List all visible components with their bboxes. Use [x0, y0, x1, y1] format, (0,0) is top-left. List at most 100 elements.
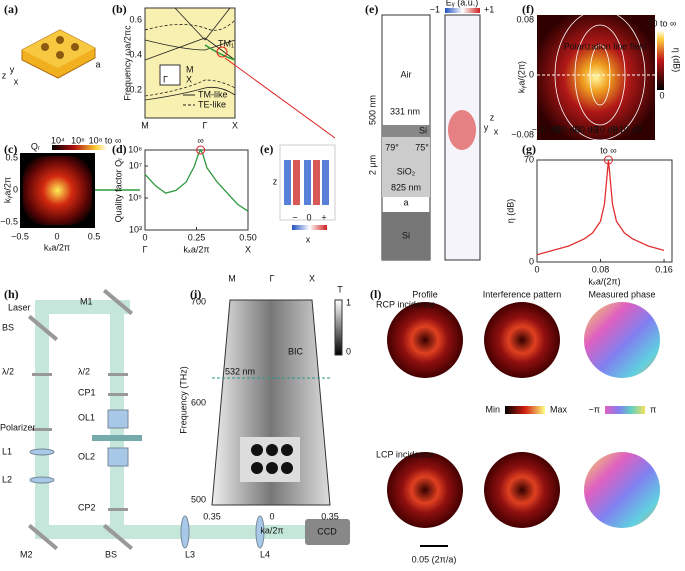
label: kₓa/2π: [44, 242, 70, 252]
bands: [144, 7, 236, 101]
label: CP2: [78, 502, 96, 512]
x-tick-label: 0.16: [655, 264, 673, 274]
lenses: [29, 409, 265, 549]
annotation: ∞: [197, 135, 203, 145]
label: x: [14, 76, 19, 86]
label: LCP incidence: [376, 449, 434, 459]
label: 0.35: [321, 511, 339, 521]
phase-bar: [605, 406, 645, 414]
label: 0.5: [88, 231, 101, 241]
label: 0.4: [129, 49, 142, 59]
line: [144, 148, 249, 212]
label: −0.5: [11, 231, 29, 241]
band-plot: [144, 7, 236, 119]
label: Γ: [203, 120, 208, 130]
label: η (dB): [672, 48, 682, 73]
x-axis-title: kₓa/(2π): [588, 276, 620, 286]
colorbar: [334, 299, 343, 356]
y-axis-title: η (dB): [505, 199, 515, 224]
y-tick-label: 10⁸: [128, 144, 142, 154]
label: CP1: [78, 387, 96, 397]
label: 600: [191, 397, 206, 407]
label: OL1: [78, 412, 95, 422]
label: 75°: [415, 142, 429, 152]
sio2-layer: [382, 137, 430, 197]
line: [536, 159, 665, 256]
label: y: [484, 122, 489, 132]
label: M: [228, 273, 236, 283]
label: M2: [20, 549, 33, 559]
label: L1: [2, 446, 12, 456]
x-end-label: Γ: [143, 244, 148, 254]
label: x: [306, 234, 311, 244]
x-tick-label: 0.25: [188, 232, 206, 242]
panel-label: (i): [190, 287, 201, 301]
label: Interference pattern: [483, 289, 562, 299]
label: +: [321, 212, 326, 222]
label: Si: [419, 125, 427, 135]
label: z: [273, 176, 278, 186]
label: Eᵧ (a.u.): [446, 0, 478, 7]
si-substrate: [382, 212, 430, 260]
eta-map: [537, 15, 655, 140]
label: Frequency (THz): [178, 366, 188, 434]
label: M1: [80, 296, 93, 306]
label: X: [232, 120, 238, 130]
label: Air: [401, 69, 412, 79]
label: 0.6: [129, 14, 142, 24]
y-tick-label: 10⁵: [128, 192, 142, 202]
label: OL2: [78, 451, 95, 461]
q-map-field: [23, 156, 92, 225]
label: 0: [269, 511, 274, 521]
label: RCP incidence: [376, 299, 435, 309]
label: T: [337, 284, 343, 294]
label: X: [309, 273, 315, 283]
label: 0: [346, 346, 351, 356]
label: X: [186, 74, 192, 84]
label: Qᵣ: [31, 141, 40, 151]
label: kᵧa/(2π): [516, 61, 526, 93]
label: L2: [2, 474, 12, 484]
label: −20 dB: [552, 124, 581, 134]
label: −0.5: [0, 216, 18, 226]
label: −10 dB: [614, 124, 643, 134]
label: Γ: [163, 74, 168, 84]
label: −10 dB: [532, 124, 561, 134]
holes: [41, 36, 79, 59]
ccd: [305, 519, 350, 545]
slab-top: [22, 30, 95, 68]
label: +1: [484, 4, 494, 14]
label: M: [186, 64, 194, 74]
colorbar: [52, 145, 107, 150]
label: x: [494, 126, 499, 136]
label: −: [292, 212, 297, 222]
label: −0.08: [511, 129, 534, 139]
colorbar: [292, 225, 327, 230]
peak-marker: [196, 145, 206, 155]
label: 0.05 (2π/a): [412, 554, 457, 564]
label: y: [10, 64, 15, 74]
panel-label: (d): [112, 142, 127, 156]
label: 10⁸ to ∞: [89, 135, 122, 145]
y-tick-label: 0: [529, 256, 534, 266]
label: TM-like: [198, 89, 228, 99]
label: λ/2: [2, 366, 14, 376]
label: 0.5: [5, 152, 18, 162]
sem-inset: [240, 437, 300, 482]
label: 0.2: [129, 84, 142, 94]
label: Laser: [8, 302, 31, 312]
label: 700: [191, 296, 206, 306]
label: 10⁶: [71, 135, 85, 145]
label: 10⁴: [51, 135, 65, 145]
field-lobe: [448, 110, 476, 150]
label: −20 dB: [590, 124, 619, 134]
label: Γ: [270, 273, 275, 283]
label: 0: [13, 184, 18, 194]
label: 79°: [385, 142, 399, 152]
label: 2 μm: [367, 155, 377, 175]
label: 500 nm: [367, 95, 377, 125]
label: Min: [485, 404, 500, 414]
brillouin-inset: [159, 64, 181, 86]
label: 0: [529, 69, 534, 79]
